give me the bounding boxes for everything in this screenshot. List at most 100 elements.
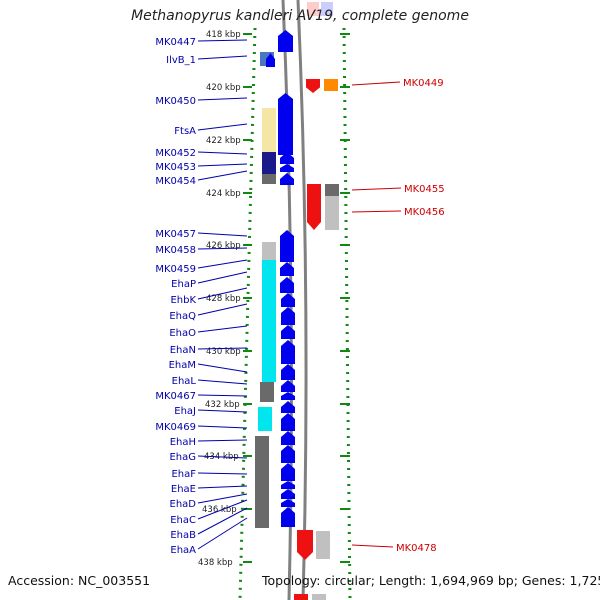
cog-box	[258, 407, 272, 431]
cog-box	[262, 242, 276, 260]
ruler-label-kbp: 436 kbp	[202, 505, 237, 515]
cog-box	[262, 174, 276, 184]
ruler-label-kbp: 424 kbp	[206, 189, 241, 199]
leader-line	[197, 55, 248, 60]
ruler-label-kbp: 428 kbp	[206, 294, 241, 304]
partial-feature	[312, 594, 326, 600]
backbone-line-2	[296, 0, 308, 600]
gene-arrow	[281, 507, 295, 527]
gene-label: MK0457	[155, 229, 196, 240]
right-ruler	[342, 27, 352, 600]
leader-line	[197, 425, 248, 429]
gene-label: EhaJ	[174, 406, 196, 417]
gene-label: EhaG	[169, 452, 196, 463]
gene-label: MK0447	[155, 37, 196, 48]
leader-line	[197, 247, 248, 250]
gene-label: EhaB	[170, 530, 196, 541]
leader-line	[197, 271, 248, 284]
leader-line	[197, 303, 248, 316]
gene-label: EhaH	[170, 437, 196, 448]
cog-box	[316, 531, 330, 559]
gene-label: MK0449	[403, 78, 444, 89]
gene-label: EhaP	[171, 279, 196, 290]
leader-line	[197, 507, 248, 535]
leader-line	[197, 163, 248, 167]
gene-arrow	[297, 530, 313, 560]
gene-arrow	[281, 481, 295, 489]
leader-line	[351, 187, 402, 191]
gene-label: MK0452	[155, 148, 196, 159]
ruler-label-kbp: 430 kbp	[206, 347, 241, 357]
leader-line	[197, 439, 248, 442]
gene-label: EhbK	[170, 295, 196, 306]
gene-arrow	[278, 93, 293, 155]
gene-label: EhaM	[169, 360, 196, 371]
partial-feature	[294, 594, 308, 600]
cog-box	[260, 382, 274, 402]
gene-label: MK0459	[155, 264, 196, 275]
gene-label: MK0455	[404, 184, 445, 195]
gene-label: FtsA	[174, 126, 196, 137]
gene-arrow	[281, 431, 295, 445]
ruler-label-kbp: 418 kbp	[206, 30, 241, 40]
gene-label: EhaA	[170, 545, 196, 556]
gene-arrow	[281, 307, 295, 325]
leader-line	[197, 499, 248, 520]
gene-arrow	[278, 30, 293, 52]
gene-arrow	[307, 184, 321, 230]
gene-label: EhaN	[170, 345, 196, 356]
leader-line	[351, 544, 394, 548]
gene-label: EhaE	[171, 484, 196, 495]
leader-line	[197, 232, 248, 237]
gene-arrow	[281, 445, 295, 463]
gene-label: MK0453	[155, 162, 196, 173]
map-title: Methanopyrus kandleri AV19, complete gen…	[131, 8, 469, 24]
gene-label: MK0458	[155, 245, 196, 256]
leader-line	[197, 151, 248, 155]
leader-line	[197, 259, 248, 269]
leader-line	[197, 123, 248, 131]
leader-line	[197, 493, 248, 504]
topology-text: Topology: circular; Length: 1,694,969 bp…	[262, 573, 600, 588]
ruler-label-kbp: 426 kbp	[206, 241, 241, 251]
gene-arrow	[280, 262, 294, 276]
leader-line	[197, 287, 248, 300]
gene-arrow	[280, 164, 294, 172]
gene-arrow	[281, 413, 295, 431]
leader-line	[351, 210, 402, 213]
accession-text: Accession: NC_003551	[8, 573, 151, 588]
leader-line	[197, 517, 248, 550]
cog-box	[262, 152, 276, 174]
ruler-label-kbp: 438 kbp	[198, 558, 233, 568]
leader-line	[197, 485, 248, 489]
gene-arrow	[280, 173, 294, 185]
gene-label: MK0467	[155, 391, 196, 402]
gene-label: EhaQ	[169, 311, 196, 322]
cog-box	[255, 436, 269, 528]
gene-label: MK0450	[155, 96, 196, 107]
leader-line	[197, 325, 248, 333]
cog-box	[262, 108, 276, 152]
leader-line	[197, 39, 248, 42]
gene-label: EhaO	[169, 328, 196, 339]
ruler-label-kbp: 422 kbp	[206, 136, 241, 146]
cog-box	[325, 196, 339, 230]
left-ruler	[238, 27, 257, 600]
leader-line	[197, 363, 248, 373]
gene-arrow	[281, 401, 295, 413]
cog-box	[325, 184, 339, 196]
gene-arrow	[306, 79, 320, 93]
leader-line	[197, 409, 248, 413]
leader-line	[197, 347, 248, 350]
partial-feature	[321, 2, 333, 16]
gene-arrow	[281, 489, 295, 499]
leader-line	[197, 170, 248, 181]
gene-label: MK0454	[155, 176, 196, 187]
gene-label: MK0469	[155, 422, 196, 433]
gene-label: EhaC	[170, 515, 196, 526]
partial-feature	[307, 2, 319, 16]
leader-line	[197, 455, 248, 459]
gene-arrow	[281, 340, 295, 364]
gene-arrow	[281, 325, 295, 339]
